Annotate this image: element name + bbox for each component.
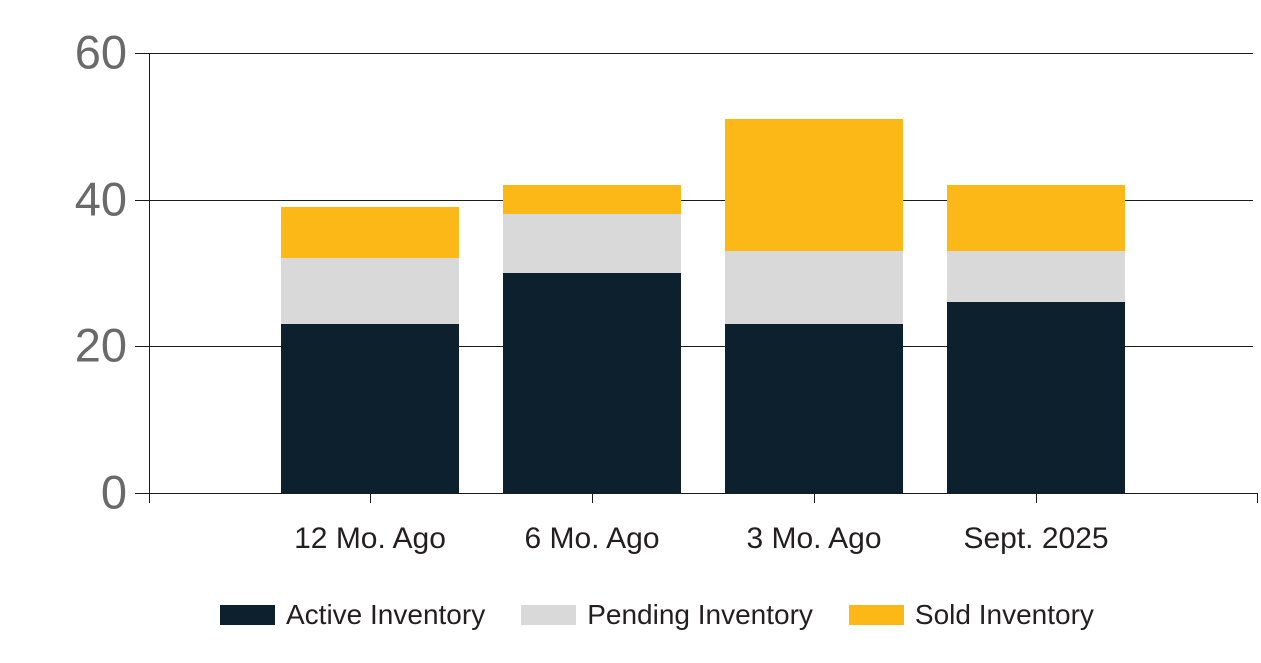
legend-item-pending-inventory: Pending Inventory: [521, 601, 813, 629]
active-inventory-swatch: [220, 605, 275, 625]
bar-segment-pending-inventory: [281, 258, 459, 324]
bar-segment-pending-inventory: [725, 251, 903, 324]
bar-segment-pending-inventory: [503, 214, 681, 273]
legend-item-active-inventory: Active Inventory: [220, 601, 485, 629]
x-tick-label: 3 Mo. Ago: [746, 522, 882, 555]
legend: Active Inventory Pending Inventory Sold …: [220, 601, 1094, 629]
bar-segment-active-inventory: [503, 273, 681, 493]
x-tick-label: 6 Mo. Ago: [524, 522, 660, 555]
legend-item-sold-inventory: Sold Inventory: [848, 599, 1094, 630]
bar-segment-sold-inventory: [281, 207, 459, 258]
x-axis-line: [135, 493, 1258, 494]
bar-segment-pending-inventory: [947, 251, 1125, 302]
y-tick-label: 40: [74, 172, 127, 226]
y-tick-label: 60: [74, 25, 127, 79]
bar-segment-sold-inventory: [947, 185, 1125, 251]
bar-segment-active-inventory: [947, 302, 1125, 493]
y-tick-label: 20: [74, 318, 127, 372]
gridline: [135, 346, 1253, 347]
gridline: [135, 200, 1253, 201]
x-tick-mark: [592, 493, 593, 503]
sold-inventory-swatch: [848, 605, 904, 625]
x-tick-mark: [370, 493, 371, 503]
bar-segment-active-inventory: [725, 324, 903, 493]
gridline: [135, 53, 1253, 54]
legend-label: Active Inventory: [286, 599, 486, 630]
x-axis-end-tick: [1257, 493, 1258, 503]
legend-label: Sold Inventory: [914, 599, 1094, 630]
legend-label: Pending Inventory: [587, 599, 813, 630]
pending-inventory-swatch: [521, 605, 577, 625]
bar-segment-sold-inventory: [503, 185, 681, 214]
bar-segment-sold-inventory: [725, 119, 903, 251]
x-tick-label: 12 Mo. Ago: [294, 522, 446, 555]
x-tick-label: Sept. 2025: [963, 522, 1109, 555]
y-axis-line: [149, 53, 150, 503]
bar-segment-active-inventory: [281, 324, 459, 493]
y-tick-label: 0: [100, 465, 127, 519]
x-tick-mark: [1036, 493, 1037, 503]
x-tick-mark: [814, 493, 815, 503]
